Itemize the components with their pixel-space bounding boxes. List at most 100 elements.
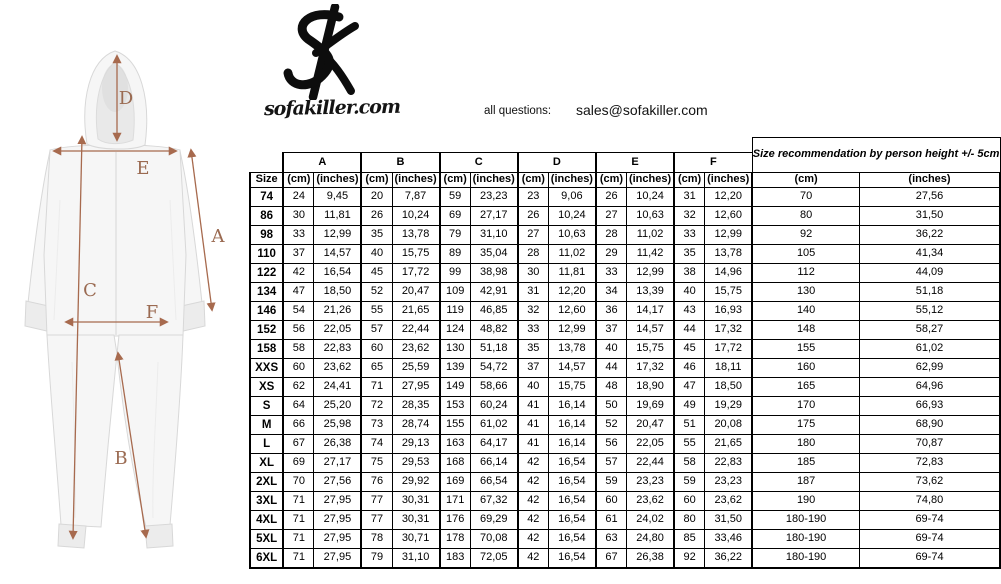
value-cell: 59	[438, 187, 471, 207]
value-cell: 17,32	[626, 358, 675, 378]
table-row: XL 69 27,17 75 29,53 168 66,14 42 16,54 57 22,44 58…	[248, 453, 1001, 473]
value-cell: 35,04	[469, 244, 519, 264]
value-cell: 24,80	[626, 529, 675, 549]
value-cell: 74,80	[859, 491, 1001, 511]
table-row: S 64 25,20 72 28,35 153 60,24 41 16,14 50 19,69 49 1…	[248, 396, 1001, 416]
value-cell: 17,72	[391, 263, 441, 283]
value-cell: 80	[673, 510, 706, 530]
value-cell: 30	[516, 263, 549, 283]
value-cell: 73	[360, 415, 393, 435]
value-cell: 27,95	[313, 529, 362, 549]
value-cell: 119	[438, 301, 471, 321]
value-cell: 44	[594, 358, 628, 378]
value-cell: 61,02	[859, 339, 1001, 359]
value-cell: 9,45	[313, 187, 362, 207]
size-table: Size recommendation by person height +/-…	[248, 137, 1001, 569]
value-cell: 16,54	[547, 472, 597, 492]
value-cell: 17,72	[704, 339, 753, 359]
value-cell: 54,72	[469, 358, 519, 378]
value-cell: 171	[438, 491, 471, 511]
value-cell: 23,62	[626, 491, 675, 511]
value-cell: 67,32	[469, 491, 519, 511]
value-cell: 11,42	[626, 244, 675, 264]
value-cell: 69-74	[859, 510, 1001, 530]
value-cell: 65	[360, 358, 393, 378]
value-cell: 180-190	[751, 510, 861, 530]
value-cell: 35	[360, 225, 393, 245]
unit-cm-header: (cm)	[438, 172, 471, 188]
value-cell: 28,35	[391, 396, 441, 416]
onesie-garment	[24, 50, 206, 549]
value-cell: 67	[282, 434, 315, 454]
table-row: 6XL 71 27,95 79 31,10 183 72,05 42 16,54 67 26,38 9…	[248, 548, 1001, 569]
value-cell: 61,02	[469, 415, 519, 435]
value-cell: 80	[751, 206, 861, 226]
value-cell: 37	[282, 244, 315, 264]
value-cell: 25,59	[391, 358, 441, 378]
unit-cm-header: (cm)	[751, 172, 861, 188]
value-cell: 183	[438, 548, 471, 569]
value-cell: 51,18	[469, 339, 519, 359]
brand-domain: sofakiller.com	[263, 95, 401, 121]
size-cell: XXS	[248, 358, 284, 378]
value-cell: 23,62	[391, 339, 441, 359]
value-cell: 42	[516, 453, 549, 473]
unit-inches-header: (inches)	[469, 172, 519, 188]
value-cell: 32	[673, 206, 706, 226]
value-cell: 28,74	[391, 415, 441, 435]
table-row: 122 42 16,54 45 17,72 99 38,98 30 11,81 33 12,99 38…	[248, 263, 1001, 283]
table-row: 98 33 12,99 35 13,78 79 31,10 27 10,63 28 11,02 33 1…	[248, 225, 1001, 245]
value-cell: 10,24	[391, 206, 441, 226]
size-cell: XL	[248, 453, 284, 473]
value-cell: 33	[516, 320, 549, 340]
value-cell: 10,24	[547, 206, 597, 226]
value-cell: 71	[282, 529, 315, 549]
value-cell: 22,05	[626, 434, 675, 454]
value-cell: 17,32	[704, 320, 753, 340]
value-cell: 57	[360, 320, 393, 340]
size-cell: M	[248, 415, 284, 435]
value-cell: 178	[438, 529, 471, 549]
value-cell: 27,95	[313, 491, 362, 511]
size-cell: 2XL	[248, 472, 284, 492]
value-cell: 139	[438, 358, 471, 378]
size-cell: 4XL	[248, 510, 284, 530]
table-blank-size-top	[250, 153, 283, 173]
value-cell: 42	[516, 548, 549, 569]
value-cell: 40	[360, 244, 393, 264]
size-cell: 146	[248, 301, 284, 321]
col-group-e: E	[594, 152, 675, 173]
value-cell: 9,06	[547, 187, 597, 207]
contact-label: all questions:	[484, 105, 552, 117]
unit-inches-header: (inches)	[391, 172, 441, 188]
value-cell: 77	[360, 510, 393, 530]
value-cell: 160	[751, 358, 861, 378]
value-cell: 71	[360, 377, 393, 397]
table-row: 74 24 9,45 20 7,87 59 23,23 23 9,06 26 10,24 31 12,2…	[248, 187, 1001, 207]
value-cell: 27	[594, 206, 628, 226]
value-cell: 27,17	[313, 453, 362, 473]
value-cell: 71	[282, 548, 315, 569]
table-row: XXS 60 23,62 65 25,59 139 54,72 37 14,57 44 17,32 4…	[248, 358, 1001, 378]
value-cell: 12,20	[704, 187, 753, 207]
value-cell: 42	[282, 263, 315, 283]
value-cell: 58	[673, 453, 706, 473]
value-cell: 15,75	[626, 339, 675, 359]
value-cell: 26	[516, 206, 549, 226]
table-row: 134 47 18,50 52 20,47 109 42,91 31 12,20 34 13,39 4…	[248, 282, 1001, 302]
value-cell: 73,62	[859, 472, 1001, 492]
value-cell: 31,50	[859, 206, 1001, 226]
value-cell: 69	[282, 453, 315, 473]
value-cell: 68,90	[859, 415, 1001, 435]
value-cell: 27,95	[313, 548, 362, 569]
size-column-header: Size	[248, 172, 284, 188]
value-cell: 42	[516, 491, 549, 511]
value-cell: 12,99	[547, 320, 597, 340]
size-cell: 3XL	[248, 491, 284, 511]
value-cell: 29,53	[391, 453, 441, 473]
value-cell: 48,82	[469, 320, 519, 340]
value-cell: 70	[751, 187, 861, 207]
measure-arrow-a	[187, 148, 216, 312]
value-cell: 14,57	[626, 320, 675, 340]
